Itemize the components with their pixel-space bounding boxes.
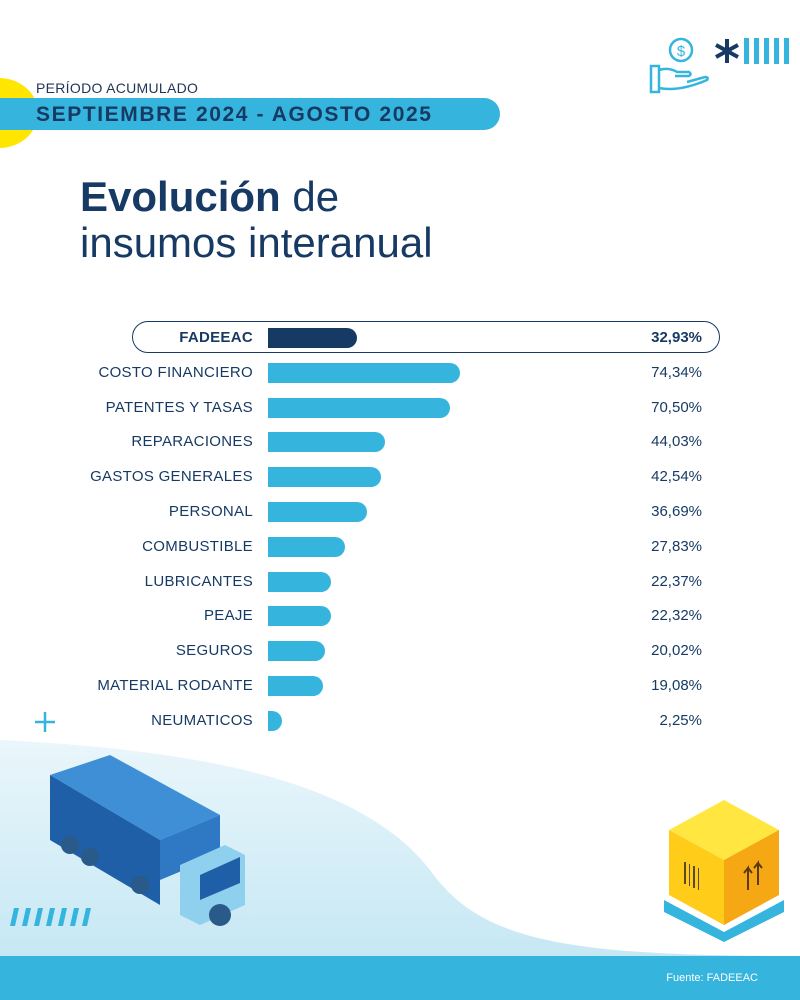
bar: [268, 362, 460, 383]
category-label: PATENTES Y TASAS: [105, 398, 253, 416]
stripes-icon: [744, 38, 789, 64]
box-pallet-illustration: [664, 800, 784, 942]
bar-row: FADEEAC 32,93%: [0, 325, 800, 351]
category-label: LUBRICANTES: [144, 572, 253, 590]
truck-illustration: [50, 755, 245, 926]
bar: [268, 432, 385, 453]
bar-row: NEUMATICOS 2,25%: [0, 708, 800, 734]
chart-title: Evolución de insumos interanual: [80, 174, 433, 266]
bar: [268, 502, 367, 522]
title-bold: Evolución: [80, 173, 281, 220]
category-label: COSTO FINANCIERO: [98, 363, 253, 381]
value-label: 19,08%: [651, 677, 702, 694]
asterisk-icon: [715, 39, 739, 63]
value-label: 2,25%: [659, 711, 702, 729]
bar-row: GASTOS GENERALES 42,54%: [0, 464, 800, 490]
category-label: PEAJE: [203, 607, 253, 625]
title-rest: de: [280, 173, 340, 220]
category-label: PERSONAL: [168, 503, 253, 520]
value-label: 27,83%: [651, 537, 702, 555]
bar-row: PERSONAL 36,69%: [0, 499, 800, 525]
bar: [268, 641, 326, 662]
category-label: COMBUSTIBLE: [142, 537, 253, 555]
category-label: REPARACIONES: [131, 433, 253, 451]
value-label: 42,54%: [651, 468, 702, 486]
category-label: NEUMATICOS: [151, 711, 253, 729]
bar-row: LUBRICANTES 22,37%: [0, 569, 800, 595]
value-label: 32,93%: [651, 329, 702, 346]
bar: [268, 676, 324, 696]
bar-row: COSTO FINANCIERO 74,34%: [0, 360, 800, 386]
value-label: 70,50%: [651, 398, 702, 416]
bar: [268, 397, 451, 418]
svg-text:$: $: [677, 43, 686, 60]
period-range-pill: SEPTIEMBRE 2024 - AGOSTO 2025: [0, 98, 500, 130]
value-label: 74,34%: [651, 363, 702, 381]
bar-row: SEGUROS 20,02%: [0, 638, 800, 664]
bar-row: MATERIAL RODANTE 19,08%: [0, 673, 800, 699]
bar: [268, 467, 382, 488]
value-label: 20,02%: [651, 642, 702, 660]
value-label: 22,32%: [651, 607, 702, 625]
category-label: SEGUROS: [175, 642, 253, 660]
bar-row: COMBUSTIBLE 27,83%: [0, 534, 800, 560]
value-label: 44,03%: [651, 433, 702, 451]
hand-coin-icon: $: [649, 37, 709, 94]
title-line2: insumos interanual: [80, 219, 433, 266]
category-label: GASTOS GENERALES: [90, 468, 253, 486]
stripes-decor-icon: [10, 908, 91, 926]
bar: [268, 328, 358, 348]
bar-row: REPARACIONES 44,03%: [0, 429, 800, 455]
bar: [268, 536, 345, 557]
plus-icon: [35, 712, 55, 732]
category-label: MATERIAL RODANTE: [97, 677, 253, 694]
period-label: PERÍODO ACUMULADO: [36, 80, 199, 96]
bar-row: PATENTES Y TASAS 70,50%: [0, 395, 800, 421]
footer-bar: Fuente: FADEEAC: [0, 956, 800, 1000]
value-label: 22,37%: [651, 572, 702, 590]
value-label: 36,69%: [651, 503, 702, 520]
bar: [268, 571, 332, 592]
highlight-outline: [132, 321, 720, 353]
bar: [268, 710, 282, 731]
source-note: Fuente: FADEEAC: [666, 972, 758, 984]
period-range: SEPTIEMBRE 2024 - AGOSTO 2025: [36, 103, 433, 126]
bar: [268, 606, 332, 627]
category-label: FADEEAC: [179, 329, 253, 346]
bar-row: PEAJE 22,32%: [0, 603, 800, 629]
